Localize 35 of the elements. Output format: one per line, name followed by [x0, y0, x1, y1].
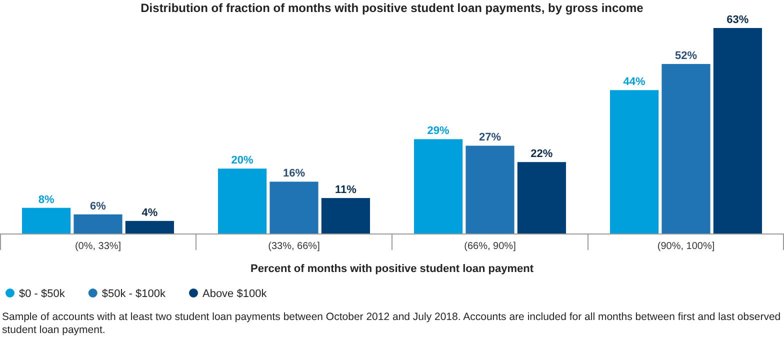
data-label: 44% [623, 76, 646, 88]
data-label: 8% [38, 194, 54, 206]
bar [321, 198, 370, 234]
bar [218, 168, 267, 234]
bar [270, 182, 318, 234]
chart-title: Distribution of fraction of months with positive student loan payments, by gross income [140, 1, 644, 15]
x-axis-title: Percent of months with positive student loan payment [250, 263, 534, 275]
bar [610, 90, 659, 234]
bar [517, 162, 566, 234]
data-label: 22% [530, 148, 553, 160]
data-label: 4% [142, 206, 158, 219]
bar [22, 208, 71, 234]
text: student loan payment. [2, 324, 106, 336]
data-label: 52% [674, 50, 698, 62]
data-label: 16% [282, 168, 306, 180]
bar [125, 220, 174, 234]
data-label: 20% [231, 154, 254, 167]
x-tick-label: (66%, 90%] [464, 241, 516, 252]
legend-label: Above $100k [202, 288, 268, 300]
data-label: 29% [427, 125, 450, 138]
x-tick-label: (0%, 33%] [74, 241, 122, 252]
bar [466, 146, 514, 234]
data-label: 27% [478, 132, 502, 144]
bar [662, 64, 710, 234]
x-tick-label: (33%, 66%] [268, 241, 320, 252]
data-label: 11% [334, 184, 357, 196]
legend-label: $0 - $50k [19, 288, 66, 300]
bar [713, 28, 762, 234]
data-label: 63% [726, 14, 749, 26]
x-tick-label: (90%, 100%] [657, 241, 715, 252]
bar [414, 139, 463, 234]
bar [74, 214, 122, 234]
legend-label: $50k - $100k [102, 288, 166, 300]
data-label: 6% [90, 200, 106, 212]
text: Sample of accounts with at least two student loan payments between October 2012 and July 2018. Accounts are included for all months between first and last observed [2, 311, 781, 323]
